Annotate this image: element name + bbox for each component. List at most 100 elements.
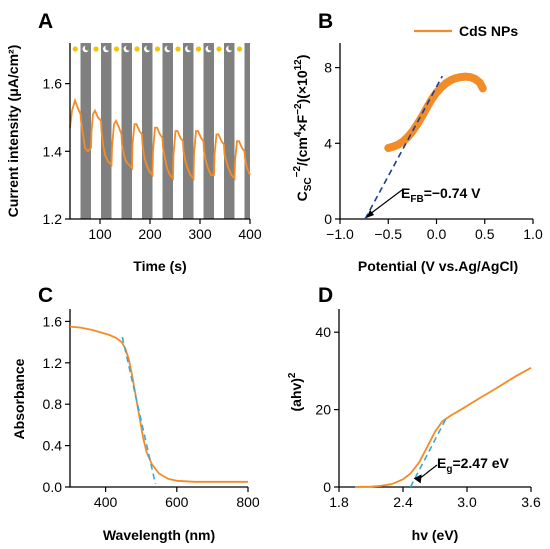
sun-icon [175,46,181,52]
y-tick-label: 0 [323,479,331,495]
panel-b-annotation-arrow [369,189,403,215]
y-tick-label: 40 [315,324,331,340]
panel-a-x-label: Time (s) [133,258,186,274]
panel-b-letter: B [318,10,333,33]
y-tick-label: 1.6 [43,76,63,92]
panel-d-arrowhead [413,474,422,484]
moon-icon-cut [228,45,234,51]
y-tick-label: 0.4 [43,438,63,454]
panel-b-annotation: EFB=−0.74 V [401,185,481,205]
data-point [478,84,487,93]
y-tick-label: 8 [324,60,332,76]
y-tick-label: 0 [324,211,332,227]
x-tick-label: 100 [88,226,112,242]
sun-icon [113,46,120,52]
y-tick-label: 1.2 [43,355,63,371]
sun-icon [154,46,161,52]
moon-icon-cut [146,45,152,51]
panel-b-fit-line [364,75,443,220]
x-tick-label: 600 [165,494,189,510]
panel-a-y-ticks: 1.2 1.4 1.6 [43,76,70,227]
panel-b-points [384,72,487,153]
x-tick-label: 200 [138,226,162,242]
panel-a-light-icons [72,45,243,53]
sun-icon [93,46,99,52]
sun-icon [134,46,140,52]
x-tick-label: 400 [238,226,262,242]
y-tick-label: 0.0 [43,479,63,495]
y-tick-label: 1.2 [43,211,63,227]
panel-c-x-ticks: 400 600 800 [94,487,260,510]
panel-d-y-ticks: 0 20 40 [315,324,339,495]
moon-icon-cut [125,45,132,51]
panel-b-legend-label: CdS NPs [459,23,518,39]
moon-icon-cut [105,45,111,51]
x-tick-label: 400 [94,494,118,510]
panel-d-x-ticks: 1.8 2.4 3.0 3.6 [329,487,541,510]
panel-c-y-ticks: 0.0 0.4 0.8 1.2 1.6 [43,313,70,495]
x-tick-label: 3.6 [521,494,541,510]
panel-a-y-label: Current intensity (μA/cm²) [5,45,21,218]
panel-d-x-label: hv (eV) [412,527,459,543]
x-tick-label: 800 [236,494,260,510]
dark-period-band [244,43,250,219]
moon-icon-cut [187,45,193,51]
x-tick-label: 0.5 [475,226,495,242]
panel-a: A 100 200 300 400 1.2 1.4 1.6 Time (s) Curren… [5,10,262,274]
sun-icon [72,46,78,52]
x-tick-label: −0.5 [374,226,402,242]
panel-b-x-label: Potential (V vs.Ag/AgCl) [358,258,518,274]
moon-icon-cut [84,45,91,51]
panel-c-fit-line [121,336,157,485]
sun-icon [195,46,202,52]
y-tick-label: 20 [315,402,331,418]
x-tick-label: 300 [188,226,212,242]
x-tick-label: 1.0 [523,226,543,242]
panel-b-x-ticks: −1.0 −0.5 0.0 0.5 1.0 [326,219,543,242]
x-tick-label: 3.0 [457,494,477,510]
dark-period-band [121,43,132,219]
panel-c: C 400 600 800 0.0 0.4 0.8 1.2 1.6 Wavelength (… [11,284,260,543]
x-tick-label: −1.0 [326,226,354,242]
panel-c-x-label: Wavelength (nm) [103,527,215,543]
sun-icon [236,46,243,52]
panel-a-x-ticks: 100 200 300 400 [88,219,262,242]
panel-b-y-ticks: 0 4 8 [324,60,340,227]
panel-d-annotation: Eg=2.47 eV [437,455,510,475]
dark-period-band [80,43,91,219]
panel-b-arrowhead [366,210,375,218]
panel-a-current-line [69,97,251,181]
panel-c-letter: C [38,284,53,307]
panel-d-y-label: (ahv)2 [287,372,304,411]
panel-c-absorbance-line [69,325,248,483]
x-tick-label: 2.4 [393,494,413,510]
dark-period-band [142,43,153,219]
moon-icon-cut [166,45,173,51]
y-tick-label: 0.8 [43,396,63,412]
panel-c-y-label: Absorbance [11,358,27,439]
x-tick-label: 1.8 [329,494,349,510]
moon-icon-cut [207,45,214,51]
panel-d-annotation-arrow [418,464,438,480]
y-tick-label: 1.6 [43,313,63,329]
panel-a-dark-bands [80,43,250,219]
sun-icon [216,46,222,52]
dark-period-band [183,43,194,219]
y-tick-label: 1.4 [43,143,63,159]
panel-d-tauc-line [354,367,532,488]
dark-period-band [224,43,235,219]
dark-period-band [162,43,173,219]
panel-a-letter: A [38,10,53,33]
panel-a-axes [69,43,250,220]
panel-b: B −1.0 −0.5 0.0 0.5 1.0 0 4 8 EFB=−0.74 V CdS … [292,10,543,274]
x-tick-label: 0.0 [427,226,447,242]
panel-c-axes [69,309,248,488]
panel-d-fit-line [409,418,447,488]
dark-period-band [203,43,214,219]
panel-b-y-label: CSC−2/(cm4×F−2)(×1012) [292,55,314,202]
panel-d-letter: D [318,284,333,307]
y-tick-label: 4 [324,135,332,151]
dark-period-band [101,43,112,219]
